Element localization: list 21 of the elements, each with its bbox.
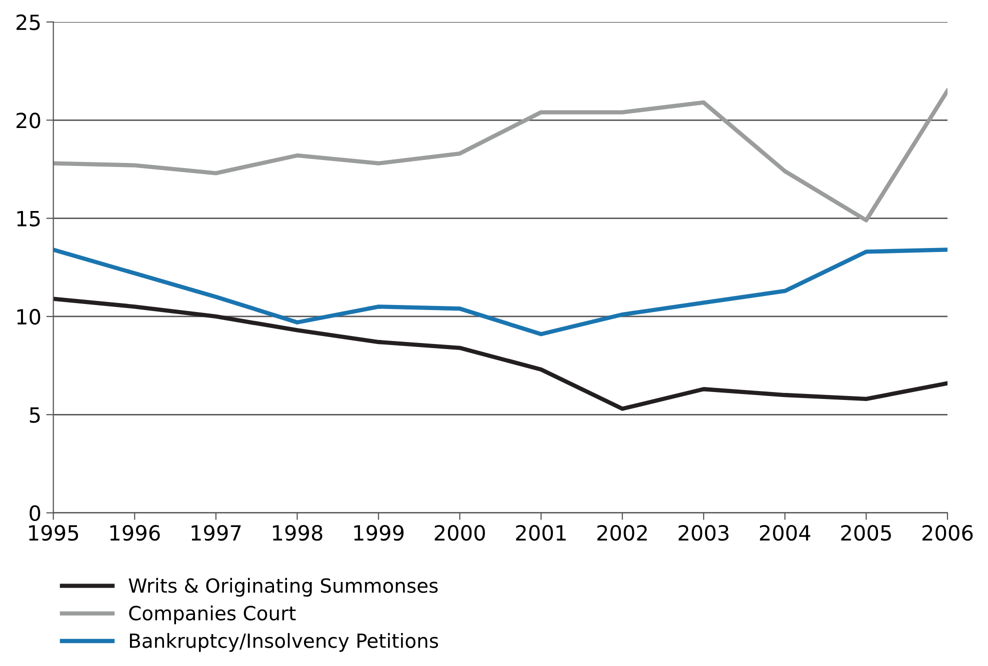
y-tick-label: 5 bbox=[30, 407, 40, 423]
legend-label: Writs & Originating Summonses bbox=[128, 578, 438, 597]
x-tick-label: 2000 bbox=[434, 524, 485, 541]
x-tick-label: 1995 bbox=[29, 524, 78, 541]
y-tick-label: 20 bbox=[16, 112, 40, 128]
x-tick-label: 1997 bbox=[192, 524, 241, 541]
y-tick-label: 0 bbox=[30, 505, 40, 522]
x-tick-label: 1999 bbox=[354, 524, 404, 541]
legend-label: Bankruptcy/Insolvency Petitions bbox=[130, 633, 438, 652]
legend-label: Companies Court bbox=[129, 605, 296, 624]
y-tick-label: 25 bbox=[16, 14, 40, 30]
x-tick-label: 2004 bbox=[760, 524, 810, 541]
x-tick-label: 1996 bbox=[110, 524, 160, 541]
x-tick-label: 2001 bbox=[516, 524, 566, 541]
x-tick-label: 1998 bbox=[272, 524, 322, 541]
x-tick-label: 2002 bbox=[597, 524, 647, 541]
y-tick-label: 15 bbox=[17, 211, 40, 227]
x-tick-label: 2006 bbox=[922, 524, 973, 541]
x-tick-label: 2003 bbox=[678, 524, 728, 541]
y-tick-label: 10 bbox=[17, 308, 40, 325]
x-tick-label: 2005 bbox=[841, 524, 891, 541]
